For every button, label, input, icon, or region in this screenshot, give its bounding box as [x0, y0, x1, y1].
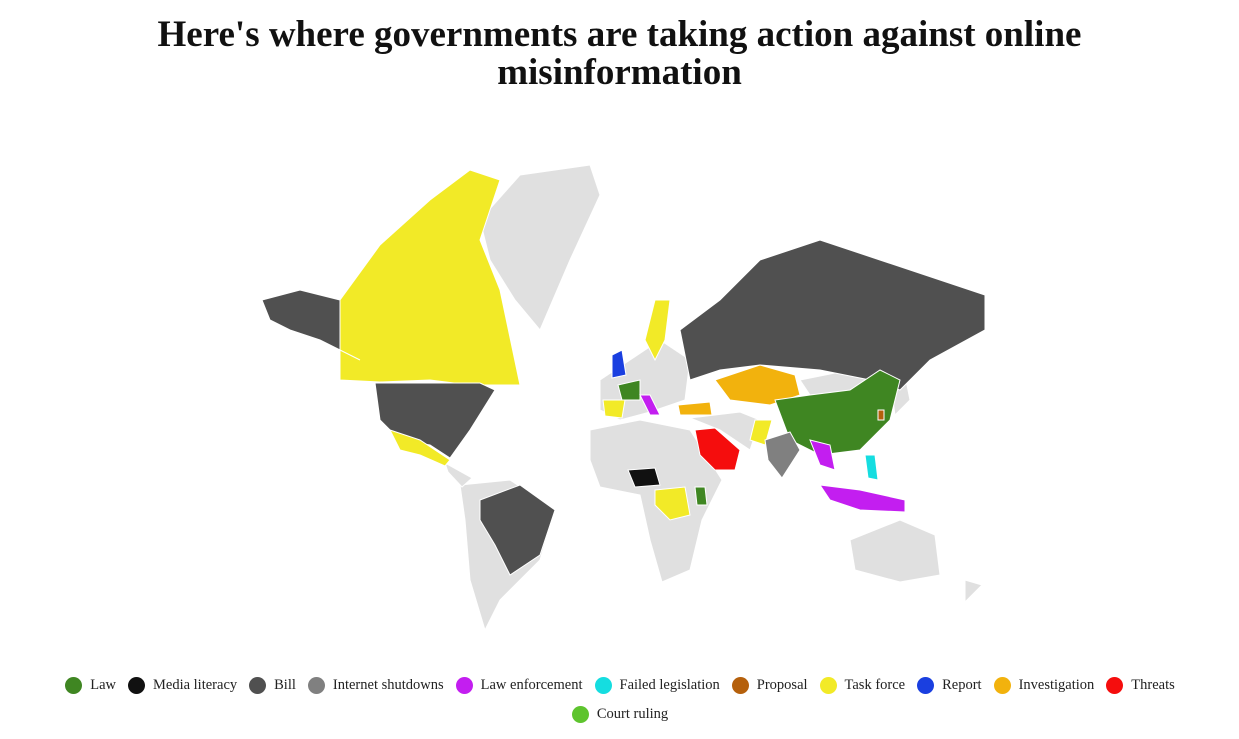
russia: [679, 239, 986, 391]
nigeria: [627, 467, 661, 488]
legend-item: Internet shutdowns: [307, 674, 444, 696]
southeast-asia: [809, 439, 836, 471]
france: [617, 379, 641, 401]
legend-swatch: [455, 676, 473, 694]
legend-swatch: [127, 676, 145, 694]
kenya: [694, 486, 708, 506]
brazil: [479, 484, 556, 576]
legend-label: Task force: [844, 676, 906, 693]
legend-label: Investigation: [1018, 676, 1095, 693]
new-zealand: [964, 579, 983, 604]
world-map: [261, 164, 986, 632]
drc: [654, 486, 691, 521]
legend-swatch: [594, 676, 612, 694]
legend-item: Task force: [819, 674, 906, 696]
legend-label: Media literacy: [152, 676, 238, 693]
legend-item: Report: [917, 674, 982, 696]
legend-label: Internet shutdowns: [332, 676, 444, 693]
legend-label: Report: [942, 676, 982, 693]
usa: [374, 382, 496, 459]
legend-item: Threats: [1106, 674, 1175, 696]
legend-swatch: [571, 705, 589, 723]
legend-item: Bill: [249, 674, 296, 696]
legend-swatch: [1106, 676, 1124, 694]
canada: [339, 169, 521, 386]
italy: [639, 394, 661, 416]
legend-swatch: [917, 676, 935, 694]
legend-label: Law: [90, 676, 116, 693]
legend-label: Law enforcement: [480, 676, 583, 693]
legend-item: Law: [65, 674, 116, 696]
legend-label: Proposal: [756, 676, 808, 693]
legend-item: Court ruling: [571, 703, 669, 725]
legend-swatch: [731, 676, 749, 694]
legend-swatch: [249, 676, 267, 694]
legend-swatch: [819, 676, 837, 694]
legend-swatch: [65, 676, 83, 694]
legend-label: Failed legislation: [619, 676, 720, 693]
legend-label: Court ruling: [596, 705, 669, 722]
mexico: [389, 429, 451, 467]
turkey: [677, 401, 713, 416]
legend-item: Proposal: [731, 674, 808, 696]
legend-item: Media literacy: [127, 674, 238, 696]
taiwan: [877, 409, 885, 421]
spain: [602, 399, 626, 419]
saudi-arabia: [694, 427, 741, 471]
indonesia: [818, 484, 906, 513]
legend-item: Law enforcement: [455, 674, 583, 696]
pakistan: [749, 419, 773, 446]
legend-item: Failed legislation: [594, 674, 720, 696]
greenland: [479, 164, 601, 331]
uk: [611, 349, 627, 379]
legend-swatch: [307, 676, 325, 694]
philippines: [864, 454, 879, 481]
legend-swatch: [993, 676, 1011, 694]
central-america: [444, 461, 473, 488]
legend-label: Bill: [274, 676, 296, 693]
title: Here's where governments are taking acti…: [157, 14, 1082, 93]
legend: Law Media literacy Bill Internet shutdowns L…: [40, 674, 1200, 725]
legend-label: Threats: [1131, 676, 1175, 693]
legend-item: Investigation: [993, 674, 1095, 696]
india: [764, 431, 801, 479]
alaska: [261, 289, 361, 361]
china: [774, 369, 901, 456]
scandinavia: [644, 299, 671, 362]
australia: [849, 519, 941, 583]
kazakhstan: [714, 364, 801, 406]
